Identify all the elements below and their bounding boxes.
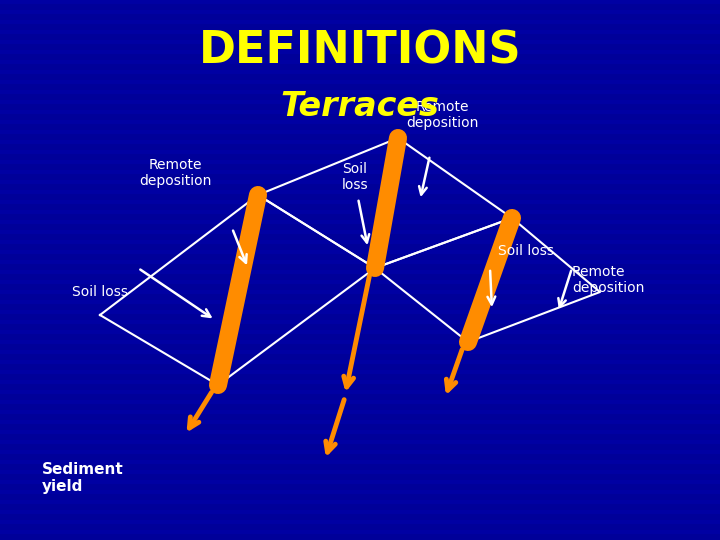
Bar [0, 360, 720, 364]
Bar [0, 140, 720, 144]
Bar [0, 220, 720, 224]
Bar [0, 0, 720, 4]
Bar [0, 330, 720, 334]
Bar [0, 500, 720, 504]
Bar [0, 450, 720, 454]
Bar [0, 20, 720, 24]
Text: Sediment
yield: Sediment yield [42, 462, 124, 495]
Bar [0, 510, 720, 514]
Bar [0, 190, 720, 194]
Bar [0, 340, 720, 344]
Bar [0, 270, 720, 274]
Bar [0, 440, 720, 444]
Bar [0, 530, 720, 534]
Text: Remote
deposition: Remote deposition [139, 158, 211, 188]
Bar [0, 250, 720, 254]
Bar [0, 420, 720, 424]
Bar [0, 380, 720, 384]
Text: DEFINITIONS: DEFINITIONS [199, 30, 521, 73]
Bar [0, 320, 720, 324]
Bar [0, 200, 720, 204]
Bar [0, 150, 720, 154]
Bar [0, 120, 720, 124]
Bar [0, 80, 720, 84]
Bar [0, 390, 720, 394]
Bar [0, 350, 720, 354]
Text: Soil loss: Soil loss [72, 285, 128, 299]
Bar [0, 260, 720, 264]
Text: Remote
deposition: Remote deposition [406, 100, 478, 130]
Bar [0, 160, 720, 164]
Bar [0, 10, 720, 14]
Bar [0, 520, 720, 524]
Bar [0, 290, 720, 294]
Bar [0, 310, 720, 314]
Bar [0, 490, 720, 494]
Bar [0, 210, 720, 214]
Bar [0, 70, 720, 74]
Bar [0, 130, 720, 134]
Bar [0, 280, 720, 284]
Bar [0, 410, 720, 414]
Bar [0, 480, 720, 484]
Bar [0, 30, 720, 34]
Bar [0, 400, 720, 404]
Text: Soil loss: Soil loss [498, 244, 554, 258]
Bar [0, 50, 720, 54]
Bar [0, 170, 720, 174]
Bar [0, 300, 720, 304]
Text: Soil
loss: Soil loss [342, 162, 369, 192]
Text: Terraces: Terraces [281, 90, 439, 123]
Bar [0, 460, 720, 464]
Bar [0, 180, 720, 184]
Bar [0, 60, 720, 64]
Bar [0, 370, 720, 374]
Bar [0, 90, 720, 94]
Bar [0, 100, 720, 104]
Bar [0, 110, 720, 114]
Text: Remote
deposition: Remote deposition [572, 265, 644, 295]
Bar [0, 230, 720, 234]
Bar [0, 430, 720, 434]
Bar [0, 40, 720, 44]
Bar [0, 470, 720, 474]
Bar [0, 240, 720, 244]
